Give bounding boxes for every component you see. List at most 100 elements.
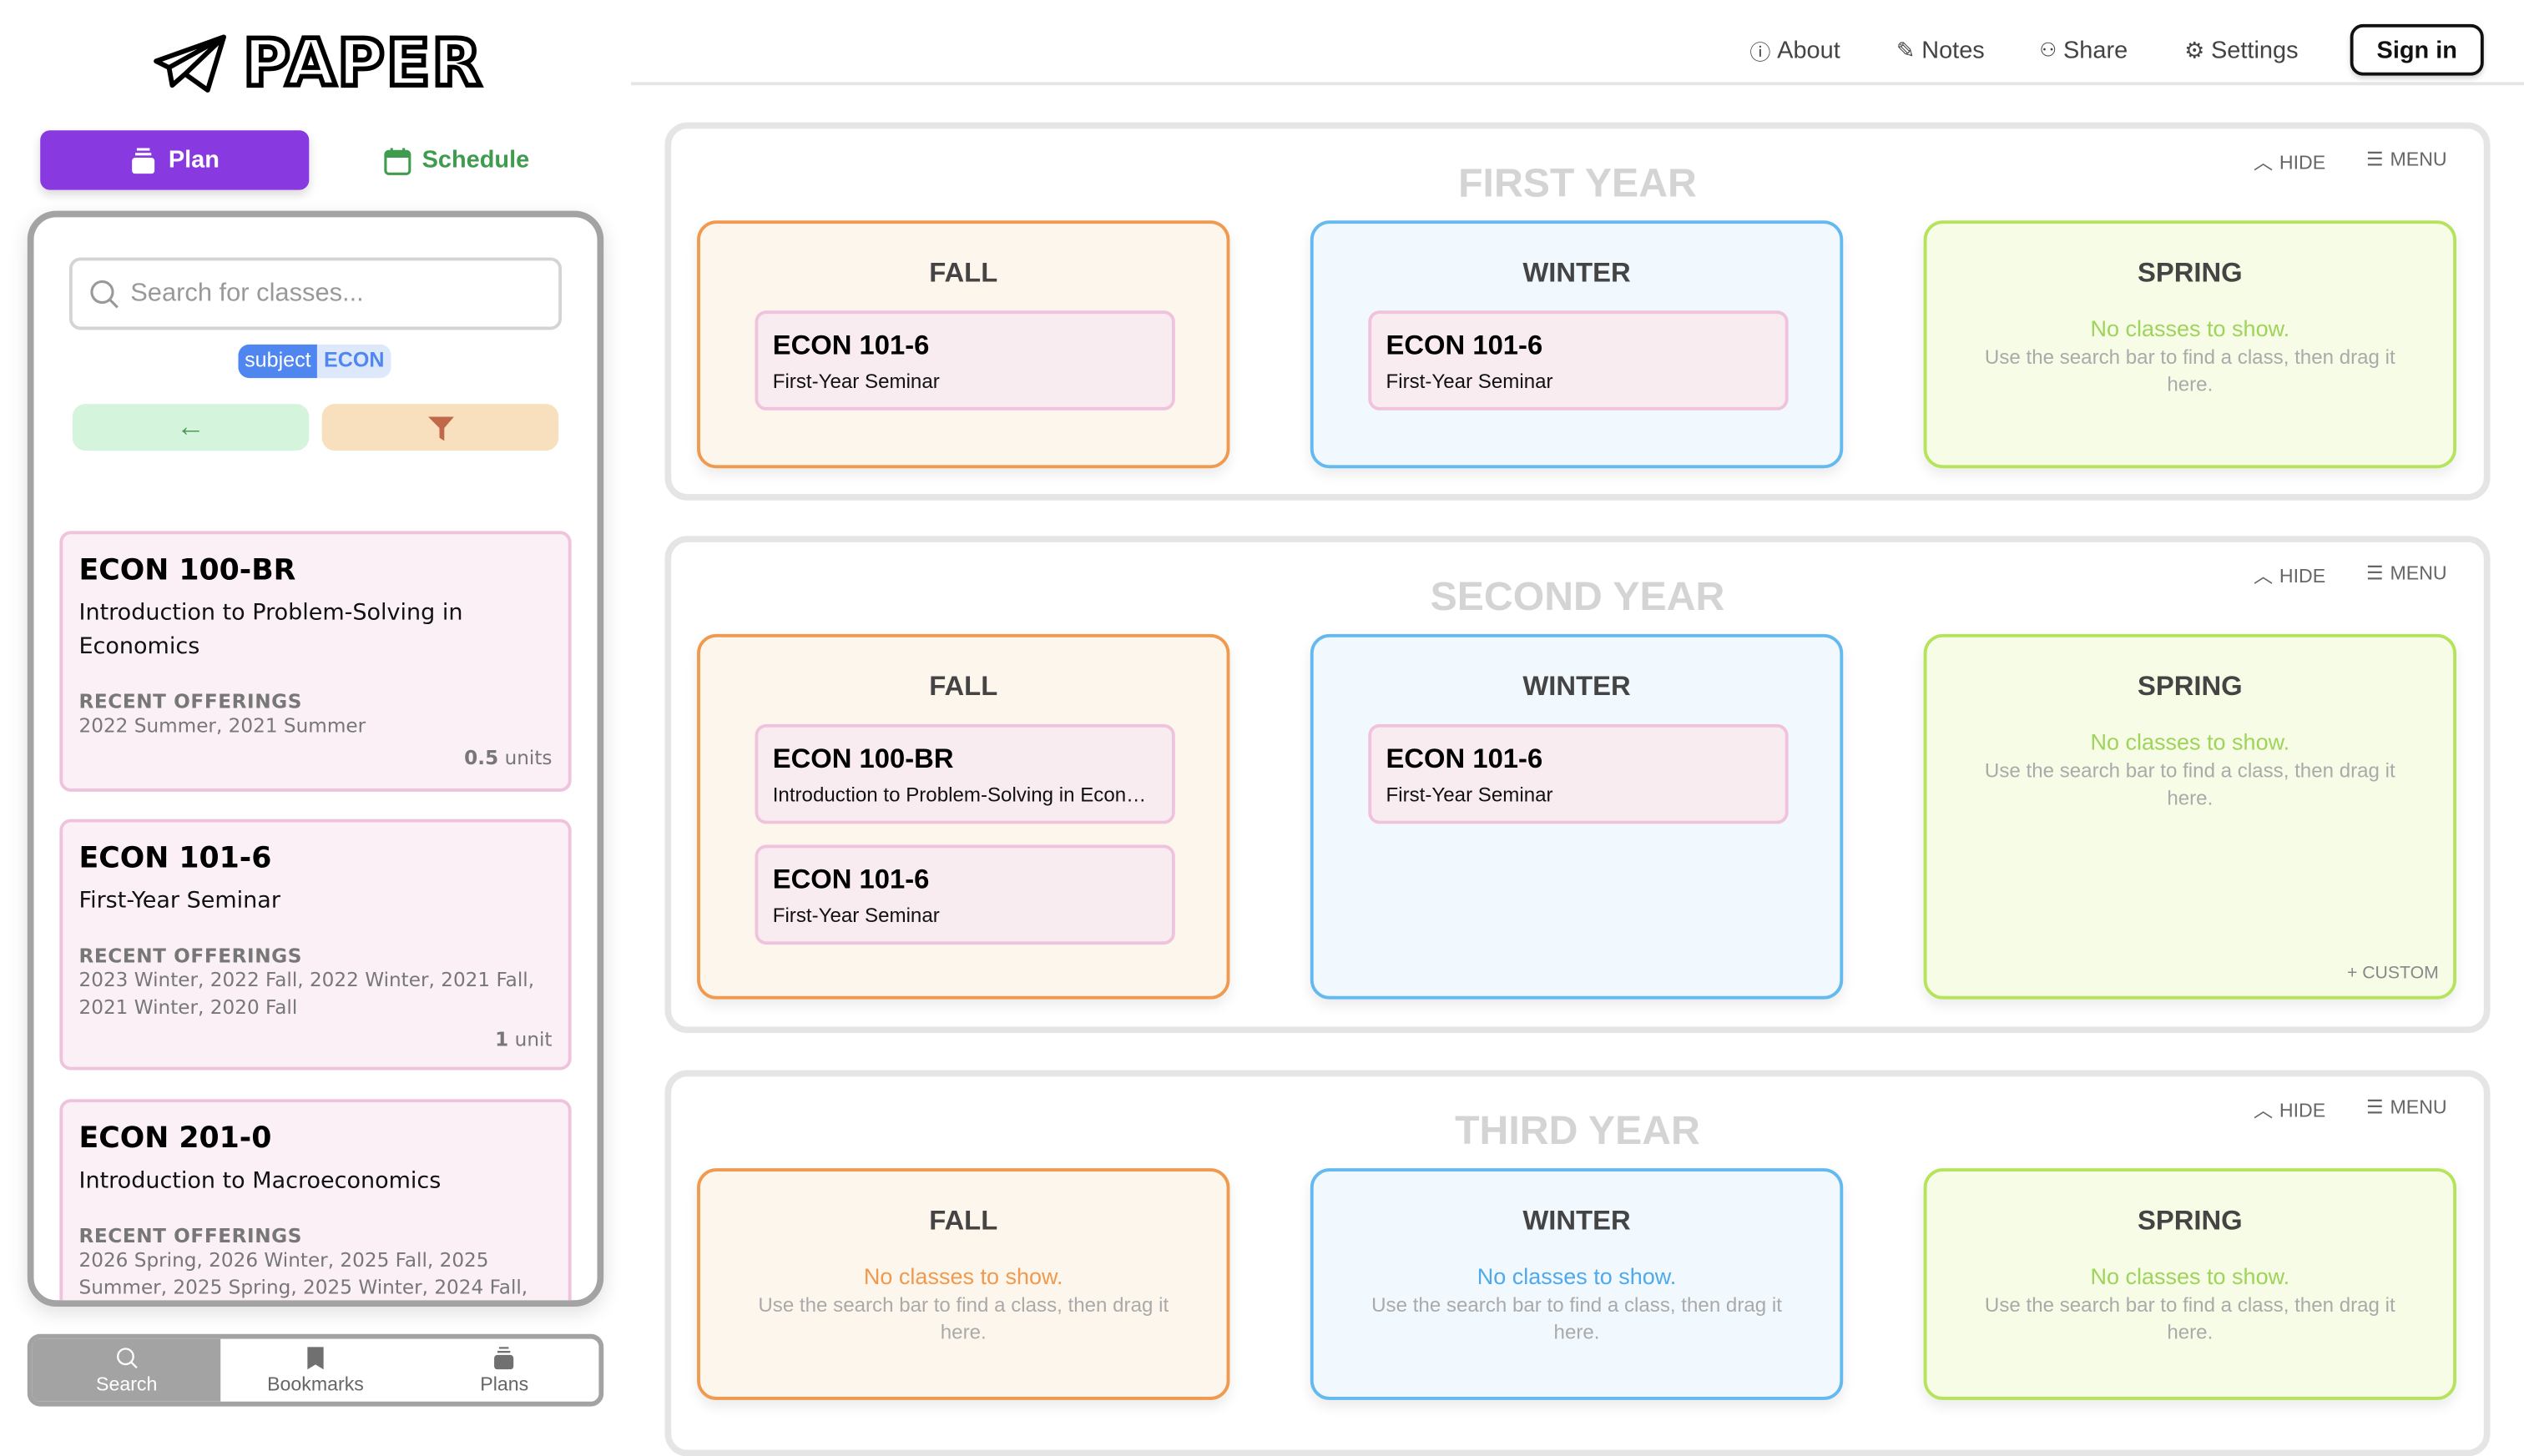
year-title: THIRD YEAR xyxy=(1455,1108,1700,1154)
search-result-card[interactable]: ECON 100-BR Introduction to Problem-Solv… xyxy=(59,531,572,792)
tab-bookmarks-label: Bookmarks xyxy=(267,1372,364,1395)
subject-filter-tag[interactable]: subject ECON xyxy=(238,344,391,379)
class-id: ECON 101-6 xyxy=(1386,330,1543,360)
class-id: ECON 201-0 xyxy=(78,1121,272,1156)
offerings-label: RECENT OFFERINGS xyxy=(78,945,302,968)
quarter-spring[interactable]: SPRING No classes to show. Use the search … xyxy=(1923,1168,2456,1400)
quarter-winter[interactable]: WINTER ECON 101-6 First-Year Seminar xyxy=(1310,220,1844,469)
logo-text: PAPER xyxy=(240,27,483,103)
empty-title: No classes to show. xyxy=(2090,1262,2290,1289)
hide-button[interactable]: ︿ HIDE xyxy=(2254,148,2325,175)
empty-title: No classes to show. xyxy=(2090,728,2290,755)
hide-label: HIDE xyxy=(2279,1098,2326,1121)
planned-class-card[interactable]: ECON 100-BR Introduction to Problem-Solv… xyxy=(755,723,1175,824)
menu-button[interactable]: ☰ MENU xyxy=(2366,148,2447,170)
filter-key: subject xyxy=(238,344,318,379)
units: 0.5 units xyxy=(78,747,552,769)
tab-search-label: Search xyxy=(96,1372,158,1395)
quarter-title: SPRING xyxy=(2137,1205,2243,1237)
search-icon xyxy=(116,1347,138,1368)
empty-hint: Use the search bar to find a class, then… xyxy=(1371,1293,1782,1344)
empty-hint: Use the search bar to find a class, then… xyxy=(758,1293,1169,1344)
about-link[interactable]: ⓘ About xyxy=(1749,26,1840,74)
header-divider xyxy=(630,82,2524,86)
menu-button[interactable]: ☰ MENU xyxy=(2366,1096,2447,1118)
hide-label: HIDE xyxy=(2279,150,2326,174)
year-panel: SECOND YEAR ︿ HIDE ☰ MENU FALL ECON 100-BR… xyxy=(664,536,2491,1034)
class-name: Introduction to Problem-Solving in Econo… xyxy=(78,600,463,660)
settings-link[interactable]: ⚙ Settings xyxy=(2184,26,2298,74)
stack-icon xyxy=(494,1346,514,1369)
share-label: Share xyxy=(2062,36,2128,64)
filter-button[interactable] xyxy=(321,404,559,451)
search-panel: subject ECON ← ECON 100-BR Introduction … xyxy=(27,210,604,1307)
empty-state: No classes to show. Use the search bar to… xyxy=(732,1263,1194,1347)
class-id: ECON 101-6 xyxy=(1386,743,1543,774)
class-name: Introduction to Macroeconomics xyxy=(78,1168,442,1194)
tab-search[interactable]: Search xyxy=(32,1338,221,1402)
bottom-tabs: Search Bookmarks Plans xyxy=(27,1333,604,1407)
planned-class-card[interactable]: ECON 101-6 First-Year Seminar xyxy=(755,844,1175,945)
search-icon xyxy=(90,279,119,308)
empty-state: No classes to show. Use the search bar to… xyxy=(1959,315,2421,399)
quarter-title: SPRING xyxy=(2137,671,2243,702)
gear-icon: ⚙ xyxy=(2184,36,2205,63)
menu-button[interactable]: ☰ MENU xyxy=(2366,562,2447,584)
quarter-winter[interactable]: WINTER No classes to show. Use the search … xyxy=(1310,1168,1844,1400)
quarter-spring[interactable]: SPRING No classes to show. Use the search … xyxy=(1923,220,2456,469)
units: 1 unit xyxy=(78,1028,552,1050)
search-input[interactable] xyxy=(130,279,549,309)
empty-state: No classes to show. Use the search bar to… xyxy=(1959,729,2421,813)
hide-button[interactable]: ︿ HIDE xyxy=(2254,562,2325,589)
funnel-icon xyxy=(427,416,453,441)
planned-class-card[interactable]: ECON 101-6 First-Year Seminar xyxy=(1368,723,1789,824)
quarter-fall[interactable]: FALL No classes to show. Use the search ba… xyxy=(697,1168,1230,1400)
plan-mode-button[interactable]: Plan xyxy=(40,130,310,190)
class-id: ECON 100-BR xyxy=(78,553,296,587)
empty-title: No classes to show. xyxy=(2090,315,2290,341)
tab-plans[interactable]: Plans xyxy=(410,1339,598,1402)
empty-state: No classes to show. Use the search bar to… xyxy=(1345,1263,1807,1347)
menu-icon: ☰ xyxy=(2365,562,2384,585)
search-box[interactable] xyxy=(68,257,563,330)
search-result-card[interactable]: ECON 101-6 First-Year Seminar RECENT OFF… xyxy=(59,819,572,1071)
settings-label: Settings xyxy=(2211,36,2299,64)
hide-button[interactable]: ︿ HIDE xyxy=(2254,1096,2325,1123)
year-panel: THIRD YEAR ︿ HIDE ☰ MENU FALL No classes to… xyxy=(664,1070,2491,1456)
plan-label: Plan xyxy=(168,146,220,174)
menu-icon: ☰ xyxy=(2365,148,2384,171)
logo[interactable]: PAPER xyxy=(153,27,484,103)
quarter-fall[interactable]: FALL ECON 100-BR Introduction to Problem… xyxy=(697,633,1230,1000)
offerings-label: RECENT OFFERINGS xyxy=(78,1224,302,1247)
class-id: ECON 101-6 xyxy=(772,864,930,895)
quarter-winter[interactable]: WINTER ECON 101-6 First-Year Seminar xyxy=(1310,633,1844,1000)
class-id: ECON 101-6 xyxy=(78,841,272,876)
class-name: First-Year Seminar xyxy=(772,370,940,393)
empty-hint: Use the search bar to find a class, then… xyxy=(1984,1293,2395,1344)
sign-in-button[interactable]: Sign in xyxy=(2350,23,2484,76)
units-label: unit xyxy=(514,1028,553,1051)
schedule-mode-button[interactable]: Schedule xyxy=(322,130,591,189)
quarter-fall[interactable]: FALL ECON 101-6 First-Year Seminar xyxy=(697,220,1230,469)
empty-hint: Use the search bar to find a class, then… xyxy=(1984,759,2395,810)
info-icon: ⓘ xyxy=(1749,39,1771,64)
notes-link[interactable]: ✎ Notes xyxy=(1896,26,1985,74)
units-label: units xyxy=(504,746,553,769)
class-name: First-Year Seminar xyxy=(1386,783,1553,807)
chevron-up-icon: ︿ xyxy=(2253,151,2274,174)
class-name: First-Year Seminar xyxy=(78,888,280,914)
add-custom-button[interactable]: + CUSTOM xyxy=(2346,964,2439,984)
planned-class-card[interactable]: ECON 101-6 First-Year Seminar xyxy=(1368,310,1789,411)
search-result-card[interactable]: ECON 201-0 Introduction to Macroeconomic… xyxy=(59,1099,572,1301)
menu-label: MENU xyxy=(2390,562,2447,585)
year-title: SECOND YEAR xyxy=(1430,574,1725,620)
share-link[interactable]: ⚇ Share xyxy=(2039,26,2128,74)
tab-bookmarks[interactable]: Bookmarks xyxy=(221,1339,410,1402)
back-button[interactable]: ← xyxy=(72,404,310,451)
menu-icon: ☰ xyxy=(2365,1096,2384,1119)
planned-class-card[interactable]: ECON 101-6 First-Year Seminar xyxy=(755,310,1175,411)
year-panel: FIRST YEAR ︿ HIDE ☰ MENU FALL ECON 101-6 F… xyxy=(664,122,2491,501)
quarter-spring[interactable]: SPRING No classes to show. Use the search … xyxy=(1923,633,2456,1000)
hide-label: HIDE xyxy=(2279,563,2326,587)
